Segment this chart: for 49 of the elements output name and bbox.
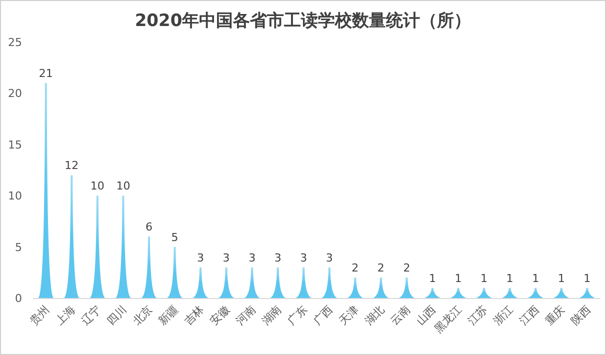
x-tick-label: 重庆 [542,302,568,328]
data-label: 2 [377,262,384,275]
data-label: 21 [38,66,53,80]
y-tick-label: 5 [15,240,22,254]
x-tick-label: 天津 [336,302,362,328]
x-tick-label: 新疆 [156,302,181,328]
data-label: 10 [116,180,130,193]
data-label: 1 [532,272,540,285]
data-label: 3 [300,251,308,264]
data-label: 10 [90,180,104,193]
data-label: 3 [326,251,333,264]
data-label: 1 [584,272,591,285]
y-tick-label: 0 [15,292,22,305]
x-tick-label: 湖南 [259,302,284,328]
x-tick-label: 四川 [104,302,130,328]
data-label: 2 [352,262,359,275]
data-label: 3 [222,251,230,264]
data-label: 1 [480,272,488,285]
x-tick-label: 广西 [310,302,336,328]
x-tick-label: 北京 [130,302,156,328]
x-tick-label: 广东 [284,302,310,328]
chart-title: 2020年中国各省市工读学校数量统计（所） [134,11,472,31]
data-label: 1 [506,272,514,285]
y-tick-label: 15 [8,138,22,152]
x-tick-label: 浙江 [491,302,516,328]
data-label: 3 [248,251,256,264]
data-label: 1 [454,272,462,285]
x-tick-label: 辽宁 [78,302,104,328]
x-tick-label: 安徽 [208,302,232,328]
y-tick-label: 10 [8,190,22,203]
data-label: 2 [403,262,410,275]
data-label: 3 [197,251,204,264]
x-tick-label: 河南 [233,302,258,328]
data-label: 1 [428,272,436,285]
y-tick-label: 20 [8,87,22,100]
data-label: 5 [171,230,178,244]
x-tick-label: 吉林 [182,302,207,328]
data-label: 3 [274,251,282,264]
x-tick-label: 陕西 [568,302,594,328]
x-tick-label: 上海 [53,302,78,328]
data-label: 6 [145,220,152,234]
x-tick-label: 湖北 [362,302,388,328]
data-label: 12 [64,159,79,172]
x-tick-label: 江西 [516,302,542,328]
x-tick-label: 贵州 [27,302,52,328]
x-tick-label: 江苏 [465,302,490,328]
x-tick-label: 云南 [388,302,413,328]
data-label: 1 [558,272,565,285]
y-tick-label: 25 [8,36,22,49]
